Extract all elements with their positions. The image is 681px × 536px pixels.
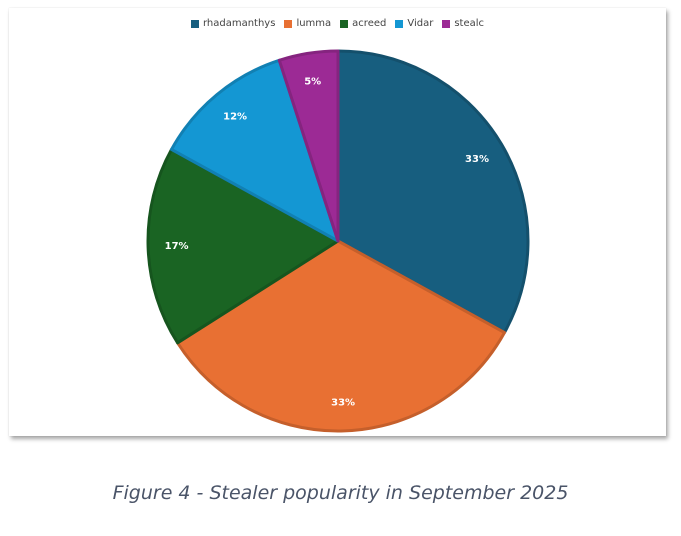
pie-slice-lumma xyxy=(176,239,506,433)
chart-legend: rhadamanthys lumma acreed Vidar stealc xyxy=(9,18,666,29)
legend-item-stealc: stealc xyxy=(442,18,484,29)
pie-slice-rhadamanthys xyxy=(336,49,530,335)
chart-card: rhadamanthys lumma acreed Vidar stealc 33% 33… xyxy=(9,8,666,436)
pie-labels: 33% 33% 17% 12% 5% xyxy=(165,77,489,409)
figure-caption: Figure 4 - Stealer popularity in Septemb… xyxy=(112,482,569,504)
slice-label-lumma: 33% xyxy=(331,397,355,408)
legend-swatch xyxy=(442,19,451,28)
legend-swatch xyxy=(284,19,293,28)
slice-label-stealc: 5% xyxy=(304,77,321,88)
legend-swatch xyxy=(190,19,199,28)
slice-label-rhadamanthys: 33% xyxy=(465,154,489,165)
legend-item-acreed: acreed xyxy=(340,18,386,29)
legend-label: stealc xyxy=(454,18,485,29)
legend-swatch xyxy=(395,19,404,28)
legend-swatch xyxy=(340,19,349,28)
pie-slice-acreed xyxy=(146,147,340,345)
legend-item-vidar: Vidar xyxy=(395,18,433,29)
legend-label: rhadamanthys xyxy=(202,18,276,29)
slice-label-vidar: 12% xyxy=(223,112,247,123)
legend-item-lumma: lumma xyxy=(284,18,331,29)
pie-slice-stealc xyxy=(277,49,340,243)
pie-chart: 33% 33% 17% 12% 5% xyxy=(146,49,530,433)
legend-label: acreed xyxy=(352,18,387,29)
legend-label: lumma xyxy=(296,18,332,29)
pie-slices xyxy=(146,49,530,433)
pie-slice-vidar xyxy=(170,58,340,243)
legend-label: Vidar xyxy=(407,18,434,29)
legend-item-rhadamanthys: rhadamanthys xyxy=(190,18,276,29)
slice-label-acreed: 17% xyxy=(165,241,189,252)
